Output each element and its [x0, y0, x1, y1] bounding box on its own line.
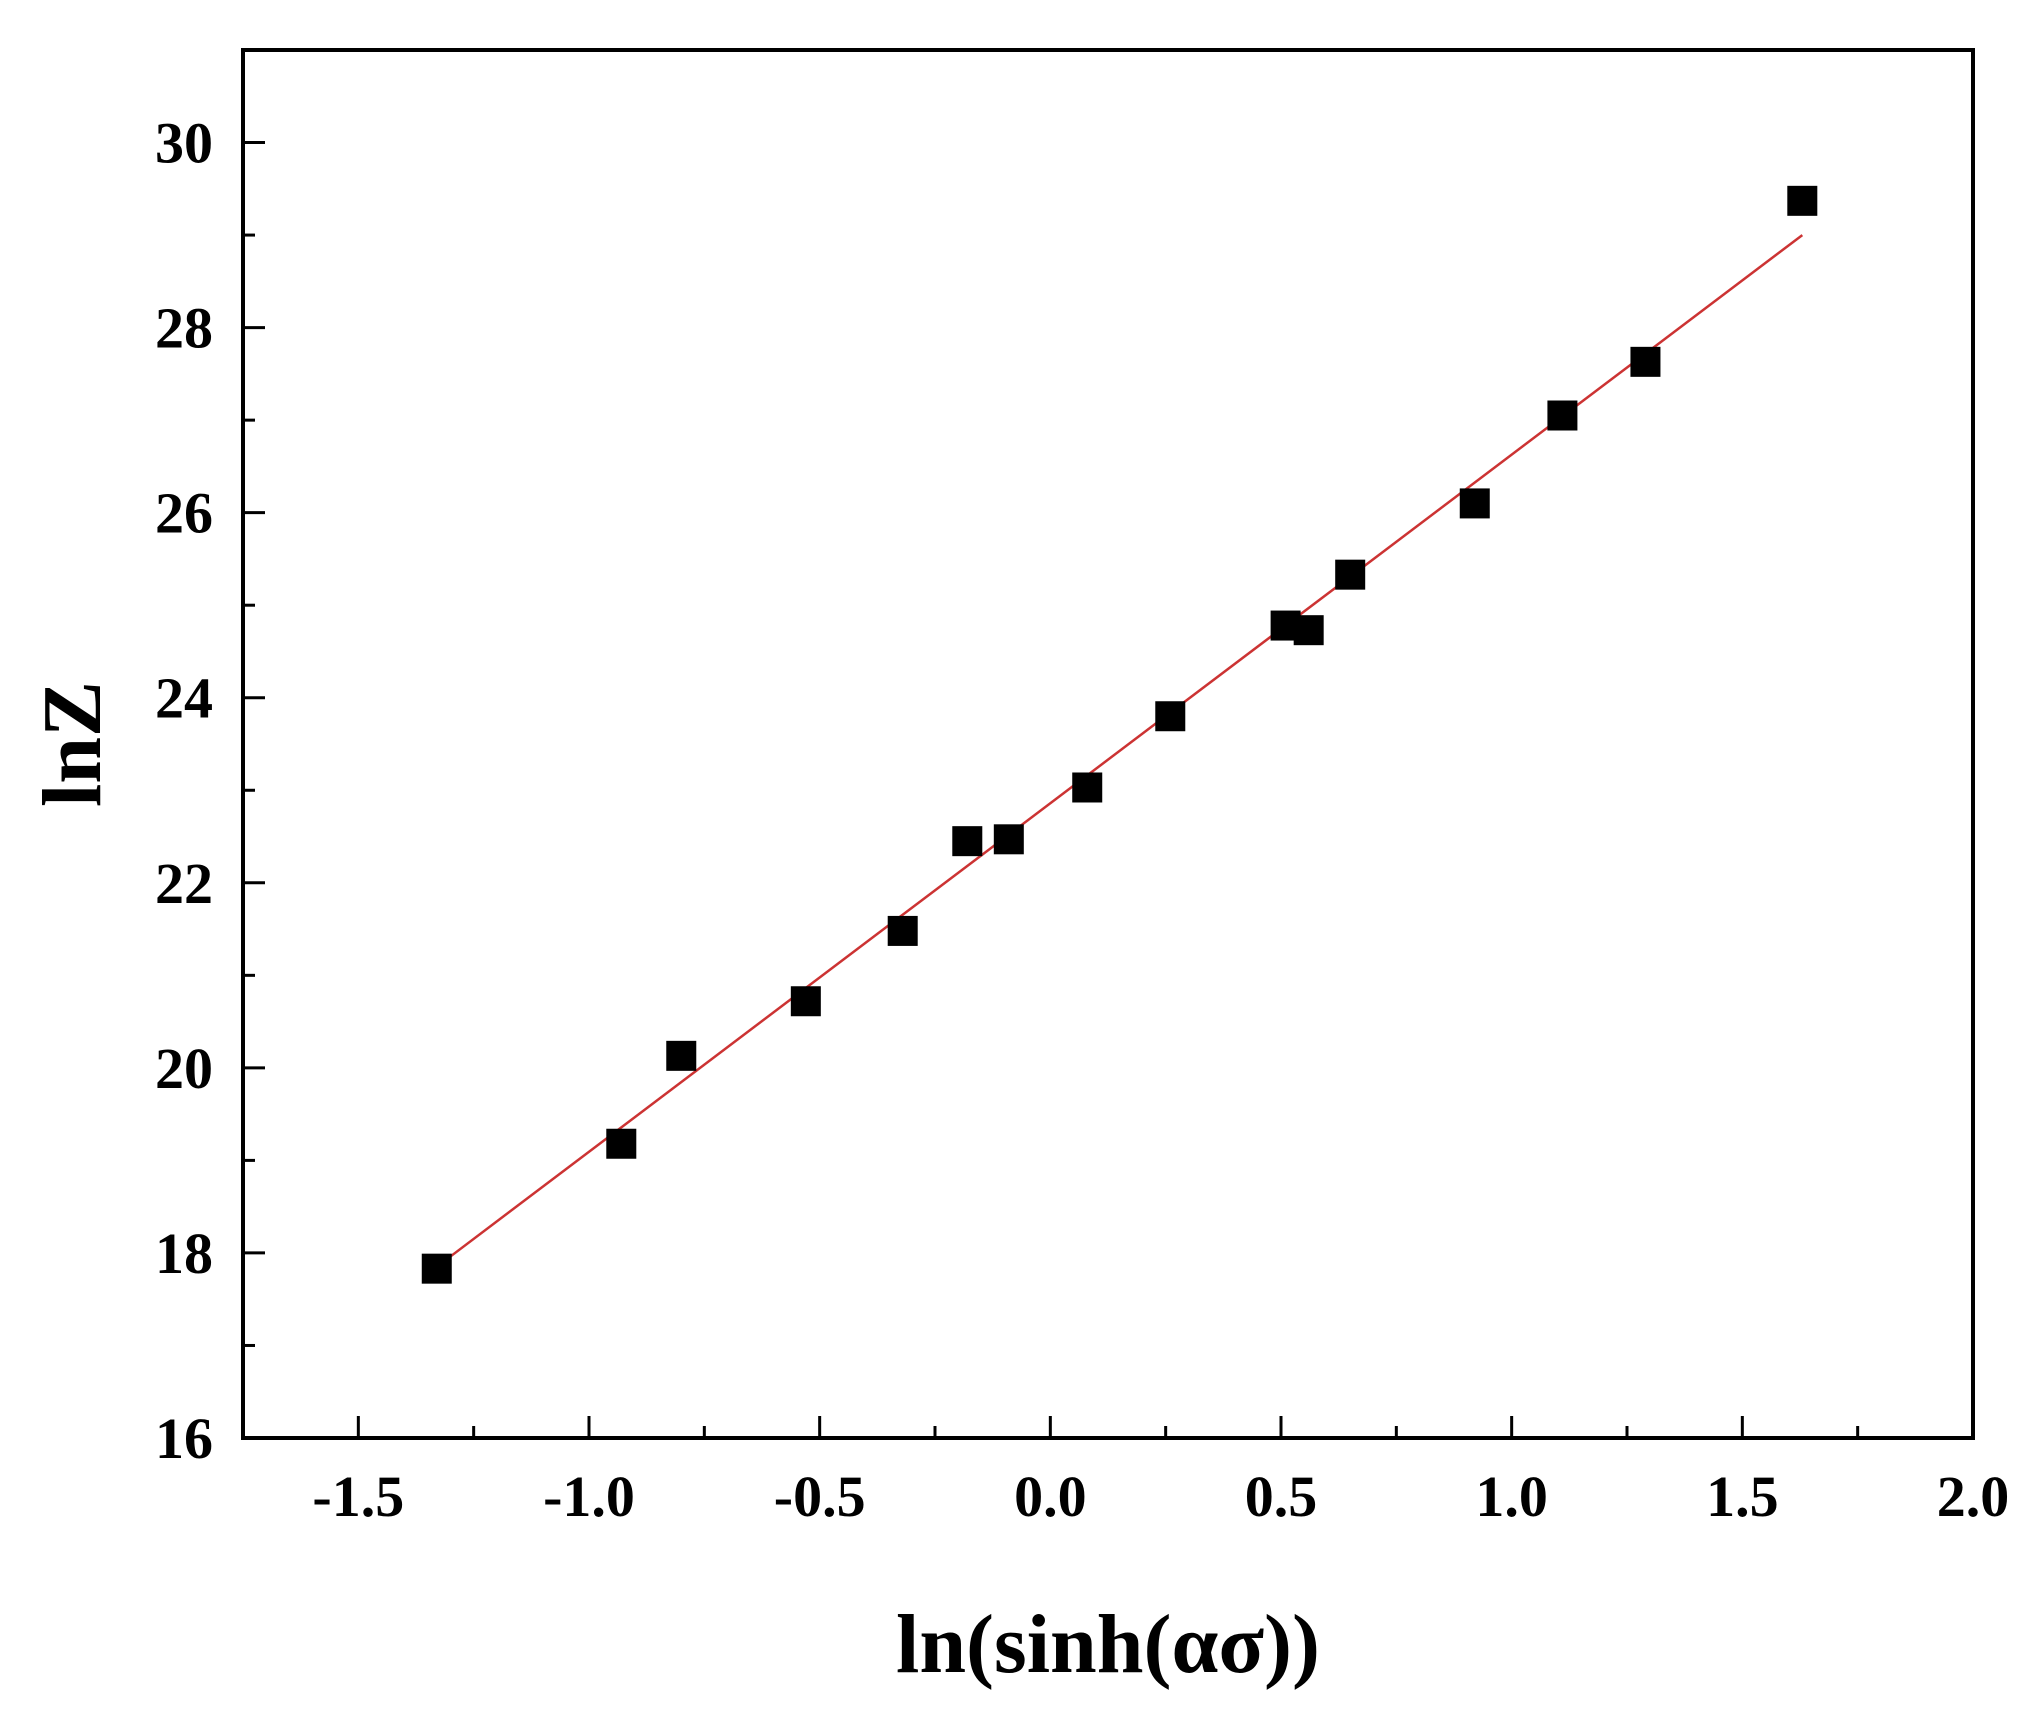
- x-tick-label: 2.0: [1937, 1464, 2010, 1529]
- fit-line-layer: [436, 234, 1804, 1268]
- y-tick-label: 24: [155, 666, 213, 731]
- data-point: [1459, 488, 1490, 519]
- x-tick-label: 1.0: [1475, 1464, 1548, 1529]
- data-point: [1072, 772, 1103, 803]
- y-tick-label: 16: [155, 1406, 213, 1471]
- data-point: [606, 1128, 637, 1159]
- x-tick-label: 0.5: [1245, 1464, 1318, 1529]
- x-axis: -1.5 -1.0 -0.5 0.0 0.5 1.0 1.5 2.0: [241, 1416, 2010, 1529]
- y-axis-title: lnZ: [26, 681, 119, 807]
- data-point: [666, 1040, 697, 1071]
- x-tick-label: 1.5: [1706, 1464, 1779, 1529]
- data-point: [952, 826, 983, 857]
- data-point: [1547, 400, 1578, 431]
- data-point: [1787, 185, 1818, 216]
- x-tick-label: -1.0: [543, 1464, 635, 1529]
- data-point: [1293, 615, 1324, 646]
- data-point: [1630, 346, 1661, 377]
- y-tick-label: 20: [155, 1036, 213, 1101]
- y-tick-label: 30: [155, 111, 213, 176]
- y-tick-label: 18: [155, 1221, 213, 1286]
- data-point: [993, 824, 1024, 855]
- y-tick-label: 26: [155, 481, 213, 546]
- x-axis-title: ln(sinh(ασ)): [896, 1598, 1320, 1691]
- data-point: [1155, 701, 1186, 732]
- y-axis: 16 18 20 22 24 26 28 30: [155, 111, 265, 1471]
- data-point: [790, 986, 821, 1017]
- plot-frame: [241, 48, 1975, 1440]
- y-tick-label: 22: [155, 851, 213, 916]
- data-point: [1335, 559, 1366, 590]
- x-tick-label: -1.5: [312, 1464, 404, 1529]
- data-points-layer: [421, 185, 1818, 1284]
- data-point: [421, 1253, 452, 1284]
- fit-line: [436, 234, 1804, 1268]
- x-tick-label: 0.0: [1014, 1464, 1087, 1529]
- y-tick-label: 28: [155, 296, 213, 361]
- data-point: [887, 915, 918, 946]
- x-tick-label: -0.5: [774, 1464, 866, 1529]
